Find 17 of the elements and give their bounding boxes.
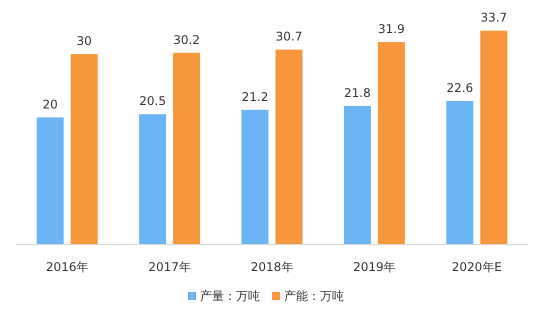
x-tick-label: 2017年 [148, 260, 191, 274]
legend-label: 产量：万吨 [200, 289, 260, 303]
x-tick-label: 2018年 [250, 260, 294, 274]
x-tick-label: 2016年 [46, 260, 88, 274]
legend-label: 产能：万吨 [284, 289, 344, 303]
data-label: 22.6 [446, 80, 474, 95]
data-label: 33.7 [480, 10, 508, 25]
data-label: 31.9 [378, 22, 405, 36]
data-label: 20 [42, 97, 58, 112]
data-label: 20.5 [139, 94, 166, 108]
x-tick-label: 2019年 [353, 260, 396, 274]
data-label: 21.2 [242, 90, 268, 104]
x-tick-label: 2020年E [452, 260, 502, 274]
data-label: 21.8 [344, 86, 371, 100]
data-label: 30.7 [276, 30, 302, 44]
data-label: 30 [76, 34, 92, 48]
data-label: 30.2 [173, 32, 200, 47]
